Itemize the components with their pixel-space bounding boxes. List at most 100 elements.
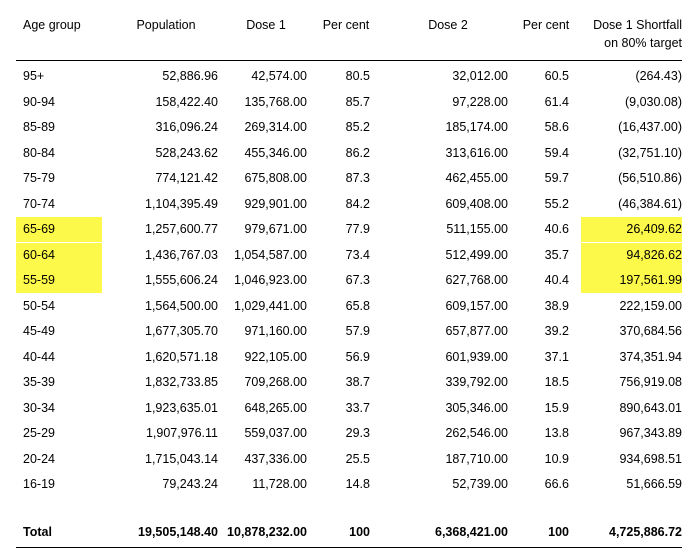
total-dose-1-per-cent: 100 (349, 525, 370, 539)
cell-dose-1-shortfall: 197,561.99 (581, 268, 682, 293)
cell-dose-1: 42,574.00 (251, 69, 307, 83)
cell-dose-2: 97,228.00 (452, 94, 508, 109)
header-dose-1-shortfall: Dose 1 Shortfall on 80% target (581, 8, 682, 54)
cell-dose-1: 11,728.00 (252, 477, 307, 491)
table-row: 90-94 158,422.40 135,768.00 85.7 97,228.00 61… (16, 90, 682, 115)
cell-population: 79,243.24 (162, 477, 218, 491)
cell-dose-1-per-cent: 33.7 (345, 400, 370, 415)
cell-dose-1-shortfall: 51,666.59 (626, 477, 682, 491)
cell-dose-2-per-cent: 66.6 (544, 477, 569, 491)
cell-dose-2: 52,739.00 (452, 477, 508, 491)
cell-age-group: 60-64 (16, 242, 102, 268)
cell-dose-1: 929,901.00 (244, 196, 307, 211)
cell-dose-1: 437,336.00 (244, 451, 307, 466)
table-row: 25-29 1,907,976.11 559,037.00 29.3 262,546.0… (16, 421, 682, 446)
cell-dose-1-per-cent: 56.9 (345, 349, 370, 364)
table-header-row: Age group Population Dose 1 Per cent Dos… (16, 8, 682, 54)
cell-dose-1: 971,160.00 (244, 324, 307, 338)
cell-dose-1-per-cent: 84.2 (345, 196, 370, 211)
table-row: 35-39 1,832,733.85 709,268.00 38.7 339,792.0… (16, 370, 682, 395)
cell-age-group: 16-19 (23, 477, 55, 491)
cell-age-group: 95+ (23, 69, 45, 83)
cell-dose-2-per-cent: 60.5 (544, 69, 569, 83)
cell-dose-2-per-cent: 18.5 (544, 375, 569, 389)
cell-age-group: 20-24 (23, 451, 55, 466)
cell-dose-2: 657,877.00 (445, 324, 508, 338)
cell-population: 528,243.62 (155, 145, 218, 160)
cell-age-group: 25-29 (23, 426, 55, 440)
cell-population: 1,907,976.11 (145, 426, 218, 440)
cell-dose-2: 511,155.00 (446, 222, 508, 236)
table-row: 65-69 1,257,600.77 979,671.00 77.9 511,155.0… (16, 217, 682, 242)
cell-population: 1,257,600.77 (145, 222, 218, 236)
header-dose-1: Dose 1 (246, 18, 286, 32)
table-row: 60-64 1,436,767.03 1,054,587.00 73.4 512,499… (16, 242, 682, 268)
cell-population: 1,923,635.01 (145, 400, 218, 415)
table-row: 85-89 316,096.24 269,314.00 85.2 185,174.00 5… (16, 115, 682, 140)
cell-dose-1: 1,029,441.00 (234, 298, 307, 313)
cell-dose-1-per-cent: 38.7 (345, 375, 370, 389)
cell-dose-2-per-cent: 61.4 (544, 94, 569, 109)
cell-age-group: 50-54 (23, 298, 55, 313)
cell-dose-2: 627,768.00 (445, 273, 508, 287)
cell-age-group: 35-39 (23, 375, 55, 389)
cell-dose-1: 709,268.00 (244, 375, 307, 389)
cell-dose-1-shortfall: 756,919.08 (619, 375, 682, 389)
table-row: 40-44 1,620,571.18 922,105.00 56.9 601,939.0… (16, 345, 682, 370)
cell-dose-1-per-cent: 14.8 (345, 477, 370, 491)
cell-dose-2-per-cent: 35.7 (544, 247, 569, 262)
header-age-group: Age group (23, 18, 81, 32)
cell-population: 1,564,500.00 (145, 298, 218, 313)
cell-dose-1-per-cent: 57.9 (345, 324, 370, 338)
table-row: 30-34 1,923,635.01 648,265.00 33.7 305,346.0… (16, 396, 682, 421)
cell-dose-1-per-cent: 25.5 (345, 451, 370, 466)
cell-dose-1-shortfall: (16,437.00) (618, 120, 682, 134)
cell-dose-2: 512,499.00 (445, 247, 508, 262)
total-dose-1: 10,878,232.00 (227, 525, 307, 539)
cell-dose-2: 609,157.00 (445, 298, 508, 313)
cell-dose-2: 339,792.00 (445, 375, 508, 389)
table-row: 80-84 528,243.62 455,346.00 86.2 313,616.00 5… (16, 141, 682, 166)
table-row: 45-49 1,677,305.70 971,160.00 57.9 657,877.0… (16, 319, 682, 344)
footer-divider (16, 547, 682, 548)
cell-population: 1,436,767.03 (145, 247, 218, 262)
cell-population: 1,555,606.24 (145, 273, 218, 287)
cell-dose-2: 187,710.00 (445, 451, 508, 466)
cell-age-group: 45-49 (23, 324, 55, 338)
cell-dose-1-shortfall: 26,409.62 (581, 217, 682, 242)
cell-dose-1-per-cent: 65.8 (345, 298, 370, 313)
total-dose-1-shortfall: 4,725,886.72 (609, 525, 682, 539)
cell-dose-1-shortfall: (46,384.61) (618, 196, 682, 211)
cell-dose-2: 185,174.00 (445, 120, 508, 134)
cell-age-group: 75-79 (23, 171, 55, 185)
cell-age-group: 30-34 (23, 400, 55, 415)
cell-dose-1-shortfall: (9,030.08) (625, 94, 682, 109)
cell-dose-1: 559,037.00 (244, 426, 307, 440)
cell-dose-1: 269,314.00 (244, 120, 307, 134)
cell-dose-1-shortfall: 967,343.89 (619, 426, 682, 440)
header-shortfall-line-2: on 80% target (604, 36, 682, 50)
cell-dose-2-per-cent: 59.4 (544, 145, 569, 160)
cell-age-group: 80-84 (23, 145, 55, 160)
cell-population: 1,715,043.14 (145, 451, 218, 466)
cell-population: 316,096.24 (155, 120, 218, 134)
cell-dose-1-shortfall: 222,159.00 (619, 298, 682, 313)
cell-dose-1: 979,671.00 (244, 222, 307, 236)
cell-dose-1-per-cent: 80.5 (345, 69, 370, 83)
table-total-row: Total 19,505,148.40 10,878,232.00 100 6,… (16, 520, 682, 545)
header-divider (16, 60, 682, 61)
cell-age-group: 90-94 (23, 94, 55, 109)
cell-population: 1,832,733.85 (145, 375, 218, 389)
cell-dose-1-shortfall: 374,351.94 (619, 349, 682, 364)
cell-dose-2-per-cent: 15.9 (544, 400, 569, 415)
cell-dose-2: 313,616.00 (445, 145, 508, 160)
table-row: 55-59 1,555,606.24 1,046,923.00 67.3 627,768… (16, 268, 682, 293)
header-dose-2: Dose 2 (428, 18, 468, 32)
cell-dose-1-per-cent: 85.2 (345, 120, 370, 134)
header-dose-2-per-cent: Per cent (522, 18, 570, 32)
cell-dose-2-per-cent: 59.7 (544, 171, 569, 185)
total-dose-2-per-cent: 100 (548, 525, 569, 539)
cell-dose-1: 1,054,587.00 (234, 247, 307, 262)
cell-dose-2-per-cent: 10.9 (544, 451, 569, 466)
cell-population: 1,677,305.70 (145, 324, 218, 338)
